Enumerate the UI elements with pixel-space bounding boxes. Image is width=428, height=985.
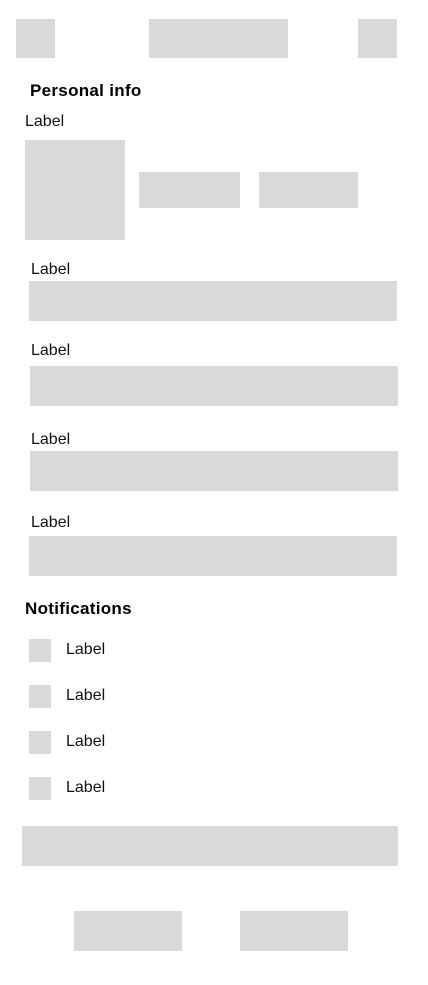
footer-right-button[interactable] (240, 911, 348, 951)
text-field-3[interactable] (30, 451, 398, 491)
text-field-1[interactable] (29, 281, 397, 321)
field-label-1: Label (31, 261, 71, 278)
field-label-3: Label (31, 431, 71, 448)
primary-action-button[interactable] (22, 826, 398, 866)
text-field-2[interactable] (30, 366, 398, 406)
notifications-heading: Notifications (25, 599, 132, 618)
notification-label-2: Label (66, 687, 106, 704)
personal-info-heading: Personal info (30, 81, 142, 100)
notification-label-1: Label (66, 641, 106, 658)
header-right-button[interactable] (358, 19, 397, 58)
notification-label-3: Label (66, 733, 106, 750)
text-field-4[interactable] (29, 536, 397, 576)
notification-checkbox-1[interactable] (29, 639, 51, 662)
notification-checkbox-2[interactable] (29, 685, 51, 708)
notification-label-4: Label (66, 779, 106, 796)
remove-photo-button[interactable] (259, 172, 358, 208)
header-title-placeholder (149, 19, 288, 58)
field-label-4: Label (31, 514, 71, 531)
notification-checkbox-4[interactable] (29, 777, 51, 800)
field-label-2: Label (31, 342, 71, 359)
photo-label: Label (25, 113, 65, 130)
upload-photo-button[interactable] (139, 172, 240, 208)
footer-left-button[interactable] (74, 911, 182, 951)
avatar-placeholder (25, 140, 125, 240)
notification-checkbox-3[interactable] (29, 731, 51, 754)
header-left-button[interactable] (16, 19, 55, 58)
